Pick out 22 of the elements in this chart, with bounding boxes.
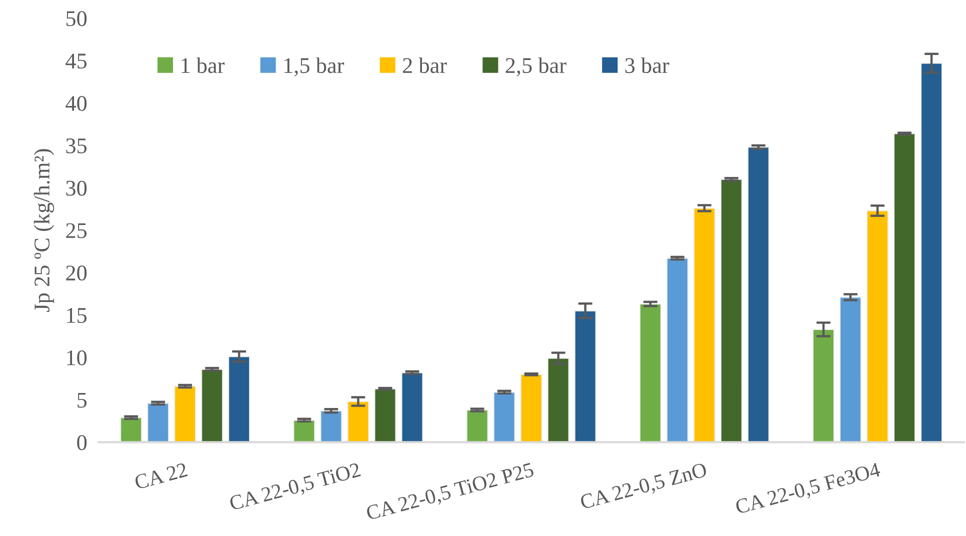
x-tick-label: CA 22 (134, 462, 188, 490)
legend-label: 2,5 bar (506, 57, 566, 76)
x-tick-label: CA 22-0,5 ZnO (580, 462, 708, 512)
y-axis-title: Jp 25 ºC (kg/h.m²) (34, 149, 54, 312)
x-tick-label: CA 22-0,5 Fe3O4 (734, 462, 882, 517)
x-tick-label: CA 22-0,5 TiO2 P25 (366, 462, 536, 524)
y-tick-label: 25 (66, 223, 87, 238)
x-tick-label: CA 22-0,5 TiO2 (228, 462, 362, 514)
y-tick-label: 0 (77, 435, 87, 450)
y-tick-label: 20 (66, 266, 87, 281)
legend-label: 1 bar (182, 57, 225, 74)
y-tick-label: 10 (67, 350, 87, 366)
y-tick-label: 45 (66, 54, 87, 69)
y-tick-label: 5 (78, 392, 87, 408)
y-tick-label: 40 (66, 96, 87, 111)
y-tick-label: 50 (66, 11, 87, 26)
legend-label: 1,5 bar (284, 57, 344, 76)
legend-label: 3 bar (625, 57, 670, 74)
y-tick-label: 35 (66, 138, 87, 154)
legend-label: 2 bar (402, 57, 447, 74)
y-tick-label: 15 (67, 308, 87, 323)
y-tick-label: 30 (66, 180, 87, 196)
